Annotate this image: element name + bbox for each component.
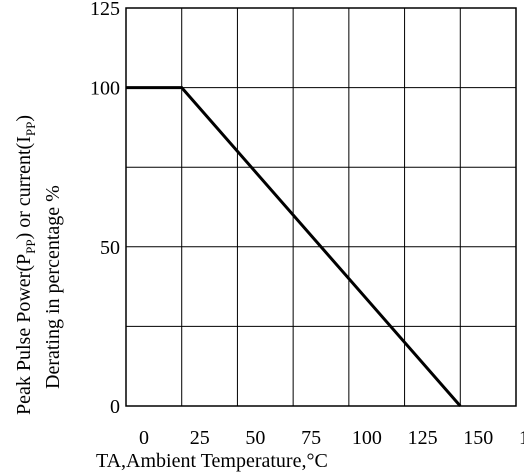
y-axis-label-line2: Derating in percentage % bbox=[42, 185, 64, 389]
y-axis-label-sub1: PP bbox=[23, 239, 38, 253]
y-axis-label-part3: ) bbox=[13, 115, 35, 122]
derating-curve bbox=[126, 86, 462, 407]
y-tick-label: 100 bbox=[90, 78, 120, 100]
y-axis-label-sub2: PP bbox=[23, 122, 38, 136]
x-tick-label: 0 bbox=[139, 427, 149, 449]
y-axis-label: Peak Pulse Power(PPP) or current(IPP) De… bbox=[13, 115, 64, 415]
plot-frame bbox=[125, 7, 517, 407]
x-tick-label: 150 bbox=[463, 427, 493, 449]
y-tick-label: 0 bbox=[110, 396, 120, 418]
series-layer bbox=[126, 86, 462, 407]
y-tick-label: 50 bbox=[100, 237, 120, 259]
y-tick-labels: 0 50 100 125 bbox=[90, 0, 120, 418]
y-tick-label: 125 bbox=[90, 0, 120, 20]
x-tick-label: 125 bbox=[408, 427, 438, 449]
x-tick-label: 50 bbox=[245, 427, 265, 449]
x-tick-label: 100 bbox=[352, 427, 382, 449]
x-tick-label: 175 bbox=[519, 427, 524, 449]
x-tick-labels: 0 25 50 75 100 125 150 175 bbox=[139, 427, 524, 449]
x-axis-label: TA,Ambient Temperature,°C bbox=[96, 450, 328, 472]
x-tick-label: 25 bbox=[190, 427, 210, 449]
svg-text:Peak Pulse Power(PPP) or curre: Peak Pulse Power(PPP) or current(IPP) bbox=[13, 115, 38, 415]
y-axis-label-part1: Peak Pulse Power(P bbox=[13, 254, 35, 415]
grid bbox=[126, 8, 516, 406]
y-axis-label-part2: ) or current(I bbox=[13, 136, 35, 239]
x-tick-label: 75 bbox=[301, 427, 321, 449]
